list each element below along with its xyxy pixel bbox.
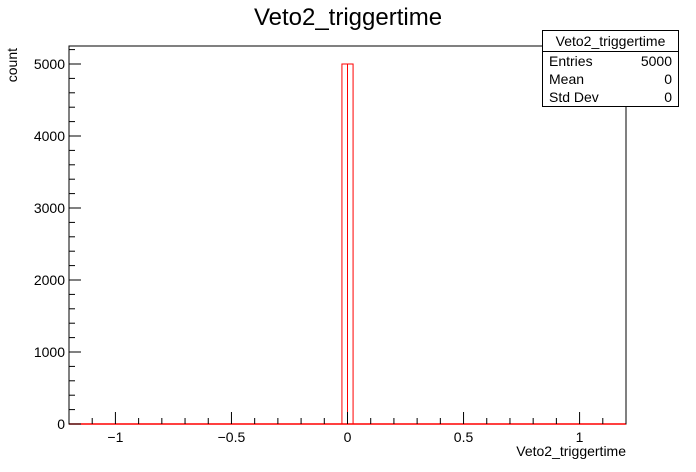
y-tick-label: 1000 [34, 344, 65, 360]
stats-row-mean: Mean 0 [543, 70, 678, 88]
stats-label: Entries [549, 53, 593, 69]
x-tick-label: 0 [344, 429, 352, 445]
y-axis-label: count [4, 48, 20, 82]
stats-label: Std Dev [549, 89, 599, 105]
stats-box: Veto2_triggertime Entries 5000 Mean 0 St… [542, 30, 679, 107]
y-tick-label: 0 [57, 416, 65, 432]
x-tick-label: 0.5 [454, 429, 474, 445]
chart-title: Veto2_triggertime [254, 4, 442, 31]
stats-label: Mean [549, 71, 585, 87]
x-tick-label: 1 [576, 429, 584, 445]
x-tick-label: −1 [107, 429, 123, 445]
stats-row-stddev: Std Dev 0 [543, 88, 678, 106]
x-tick-label: −0.5 [218, 429, 246, 445]
y-tick-label: 3000 [34, 200, 65, 216]
stats-row-entries: Entries 5000 [543, 52, 678, 70]
y-tick-label: 4000 [34, 128, 65, 144]
y-tick-label: 5000 [34, 56, 65, 72]
x-axis-label: Veto2_triggertime [516, 443, 626, 459]
histogram-bin [347, 63, 354, 425]
stats-value: 5000 [640, 53, 672, 69]
stats-title: Veto2_triggertime [543, 31, 678, 52]
stats-value: 0 [664, 71, 672, 87]
stats-value: 0 [664, 89, 672, 105]
y-tick-label: 2000 [34, 272, 65, 288]
histogram-bin [341, 63, 348, 425]
